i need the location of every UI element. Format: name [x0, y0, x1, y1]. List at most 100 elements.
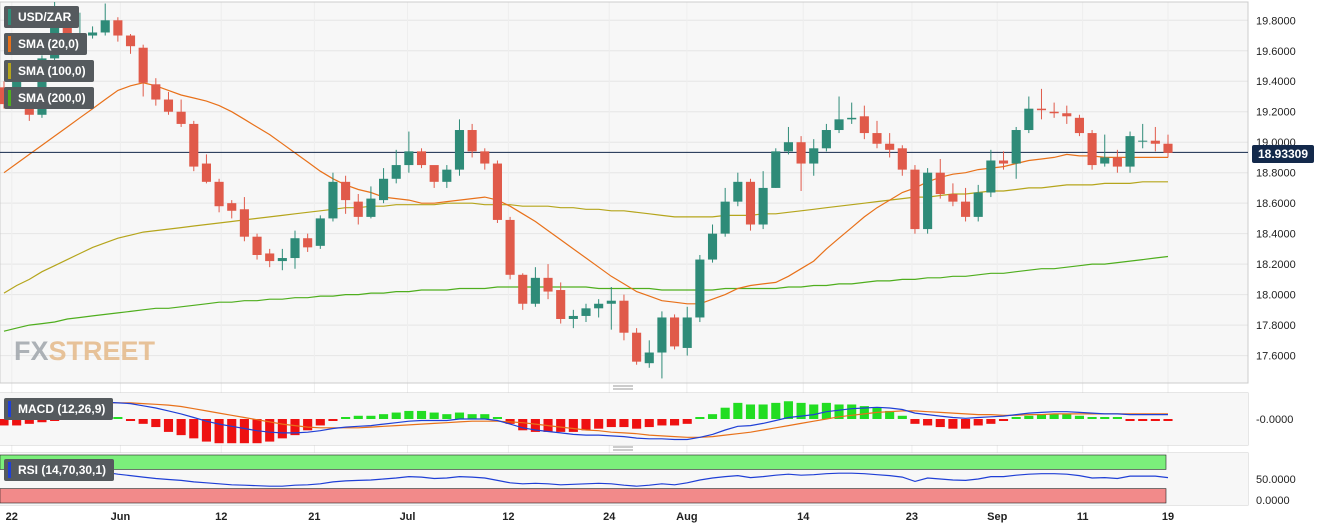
pane-resize-handle[interactable]	[613, 385, 633, 390]
macd-histogram-bar	[379, 414, 389, 419]
legend-sma100[interactable]: SMA (100,0)	[4, 60, 94, 82]
macd-histogram-bar	[492, 417, 502, 419]
macd-histogram-bar	[277, 419, 287, 439]
candle-body	[720, 201, 730, 234]
macd-histogram-bar	[201, 419, 211, 442]
legend-rsi[interactable]: RSI (14,70,30,1)	[4, 459, 115, 481]
sma20-line	[3, 82, 1168, 305]
price-tick-label: 18.4000	[1256, 229, 1296, 241]
macd-histogram-bar	[556, 419, 566, 432]
candle-body	[265, 253, 275, 262]
macd-histogram-bar	[442, 414, 452, 419]
candle-body	[771, 151, 781, 188]
pane-resize-handle[interactable]	[613, 446, 633, 451]
macd-histogram-bar	[303, 419, 313, 431]
candle-body	[138, 47, 148, 83]
candle-body	[594, 303, 604, 309]
macd-histogram-bar	[454, 412, 465, 419]
macd-histogram-bar	[986, 419, 996, 424]
date-label: 22	[6, 511, 18, 523]
legend-sma200[interactable]: SMA (200,0)	[4, 87, 94, 109]
macd-histogram-bar	[1049, 414, 1059, 419]
macd-histogram-bar	[910, 419, 920, 424]
candle-body	[125, 35, 136, 47]
macd-histogram-bar	[1011, 417, 1021, 419]
rsi-overbought-zone	[0, 454, 1167, 470]
macd-histogram-bar	[783, 401, 793, 419]
macd-histogram-bar	[859, 406, 869, 419]
symbol-label[interactable]: USD/ZAR	[4, 6, 80, 28]
macd-histogram-bar	[657, 419, 667, 426]
macd-histogram-bar	[391, 412, 401, 419]
macd-histogram-bar	[214, 419, 224, 444]
macd-histogram-bar	[872, 407, 882, 419]
candle-body	[100, 20, 110, 33]
macd-histogram-bar	[50, 419, 60, 421]
date-label: 12	[215, 511, 227, 523]
macd-histogram-bar	[227, 419, 237, 444]
candle-body	[442, 169, 452, 182]
macd-histogram-bar	[1024, 415, 1034, 419]
macd-histogram-bar	[1138, 419, 1148, 421]
legend-macd[interactable]: MACD (12,26,9)	[4, 398, 114, 420]
macd-line	[3, 401, 1168, 441]
macd-histogram-bar	[695, 417, 705, 419]
macd-histogram-bar	[315, 419, 325, 426]
candle-body	[341, 181, 351, 201]
macd-histogram-bar	[1163, 419, 1173, 421]
date-label: Sep	[987, 511, 1007, 523]
candle-body	[961, 201, 971, 217]
candle-body	[619, 300, 629, 333]
macd-histogram-bar	[961, 419, 971, 429]
candle-body	[859, 116, 869, 134]
candle-body	[556, 290, 566, 319]
date-label: Jun	[111, 511, 131, 523]
legend-sma20[interactable]: SMA (20,0)	[4, 33, 87, 55]
candle-body	[657, 317, 667, 353]
candle-body	[366, 198, 376, 217]
macd-histogram-bar	[467, 414, 477, 419]
date-label: Jul	[400, 511, 416, 523]
macd-histogram-bar	[353, 415, 363, 419]
macd-histogram-bar	[745, 404, 756, 419]
candle-body	[214, 181, 224, 207]
candle-body	[1062, 113, 1072, 117]
macd-histogram-bar	[125, 419, 136, 421]
macd-histogram-bar	[265, 419, 275, 442]
macd-histogram-bar	[758, 404, 768, 419]
candle-body	[695, 259, 705, 318]
candle-body	[277, 258, 287, 262]
candle-body	[379, 178, 389, 201]
candle-body	[783, 142, 793, 152]
candle-body	[88, 32, 98, 36]
candle-body	[530, 277, 540, 304]
rsi-oversold-zone	[0, 488, 1167, 504]
candle-body	[872, 133, 882, 144]
candle-body	[1024, 108, 1034, 131]
candle-body	[176, 111, 186, 124]
macd-pane: -0.0000	[0, 393, 1293, 445]
legend-swatch	[8, 90, 11, 106]
candle-body	[834, 119, 844, 131]
candle-body	[910, 169, 920, 230]
candle-body	[404, 151, 414, 166]
legend-swatch	[8, 63, 11, 79]
last-price-tag: 18.93309	[1252, 145, 1314, 163]
macd-histogram-bar	[1036, 414, 1047, 419]
candle-body	[505, 219, 515, 275]
macd-histogram-bar	[404, 410, 414, 419]
candle-body	[998, 160, 1009, 164]
macd-histogram-bar	[366, 415, 376, 419]
macd-histogram-bar	[1112, 417, 1122, 419]
candle-body	[644, 352, 654, 364]
candle-body	[290, 238, 300, 259]
candle-body	[682, 317, 692, 348]
macd-histogram-bar	[1125, 419, 1135, 421]
macd-histogram-bar	[809, 404, 819, 419]
macd-histogram-bar	[480, 414, 490, 419]
date-label: 24	[603, 511, 616, 523]
legend-swatch	[8, 462, 11, 478]
macd-histogram-bar	[518, 419, 528, 431]
macd-histogram-bar	[1062, 414, 1072, 419]
candle-body	[328, 181, 338, 219]
